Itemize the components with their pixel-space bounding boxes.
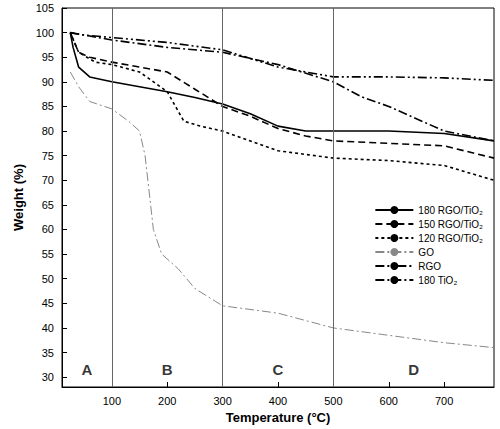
svg-text:35: 35 [42, 347, 54, 359]
svg-text:400: 400 [269, 395, 287, 407]
svg-text:45: 45 [42, 297, 54, 309]
svg-text:RGO: RGO [418, 261, 441, 272]
svg-text:105: 105 [36, 2, 54, 14]
svg-text:C: C [273, 361, 284, 378]
svg-text:180 TiO₂: 180 TiO₂ [418, 275, 457, 286]
svg-text:GO: GO [418, 247, 434, 258]
svg-text:600: 600 [380, 395, 398, 407]
svg-text:55: 55 [42, 248, 54, 260]
svg-text:70: 70 [42, 174, 54, 186]
svg-text:300: 300 [213, 395, 231, 407]
svg-text:65: 65 [42, 199, 54, 211]
svg-text:120 RGO/TiO₂: 120 RGO/TiO₂ [418, 233, 483, 244]
svg-text:200: 200 [158, 395, 176, 407]
svg-text:50: 50 [42, 273, 54, 285]
svg-text:40: 40 [42, 322, 54, 334]
svg-text:Weight (%): Weight (%) [11, 164, 26, 231]
svg-text:150 RGO/TiO₂: 150 RGO/TiO₂ [418, 219, 483, 230]
svg-text:A: A [82, 361, 93, 378]
svg-text:60: 60 [42, 223, 54, 235]
svg-text:95: 95 [42, 51, 54, 63]
svg-text:100: 100 [103, 395, 121, 407]
svg-text:Temperature (°C): Temperature (°C) [226, 410, 331, 425]
svg-text:700: 700 [435, 395, 453, 407]
svg-text:B: B [162, 361, 173, 378]
svg-text:100: 100 [36, 27, 54, 39]
svg-text:180 RGO/TiO₂: 180 RGO/TiO₂ [418, 205, 483, 216]
svg-text:D: D [408, 361, 419, 378]
svg-text:30: 30 [42, 371, 54, 383]
svg-text:500: 500 [324, 395, 342, 407]
svg-text:90: 90 [42, 76, 54, 88]
svg-text:75: 75 [42, 150, 54, 162]
svg-text:80: 80 [42, 125, 54, 137]
svg-text:85: 85 [42, 100, 54, 112]
